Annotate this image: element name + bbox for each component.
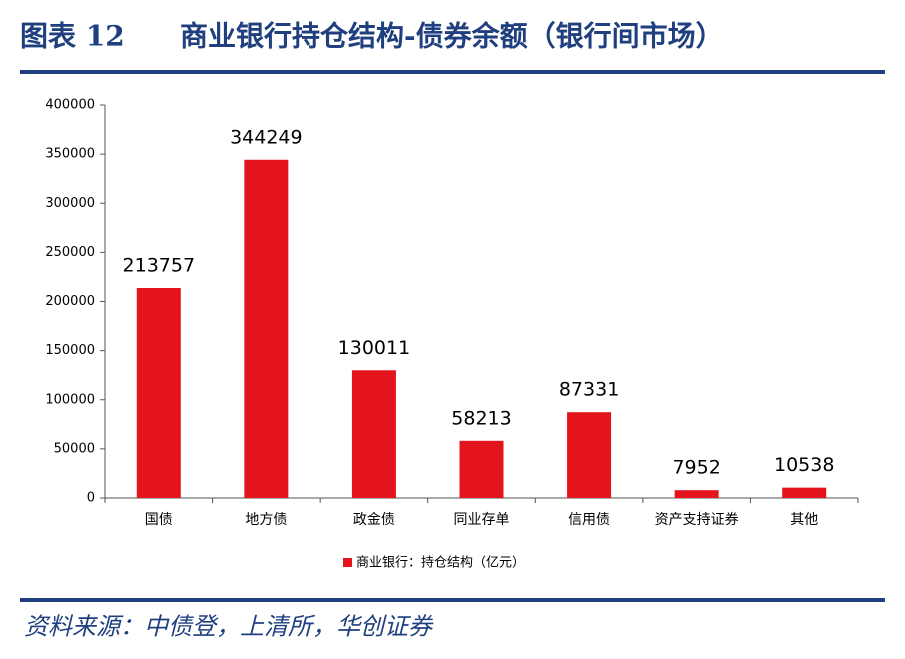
value-label: 344249 [230,126,303,148]
bar [567,412,612,498]
bar [244,159,289,498]
bar [136,287,181,498]
title-rule [20,70,885,74]
x-tick-label: 资产支持证券 [655,512,739,528]
chart-title: 商业银行持仓结构-债券余额（银行间市场） [180,20,724,53]
y-tick-label: 0 [87,491,95,506]
legend-label: 商业银行：持仓结构（亿元） [356,556,525,571]
value-label: 87331 [559,379,619,401]
bar [351,370,396,498]
y-tick-label: 400000 [45,98,95,113]
value-label: 7952 [672,457,720,479]
x-tick-label: 国债 [145,512,173,528]
x-tick-label: 信用债 [568,512,610,528]
bar [782,487,827,498]
bar [674,490,719,498]
source: 资料来源：中债登，上清所，华创证券 [24,613,434,641]
x-tick-label: 地方债 [245,512,287,528]
value-label: 213757 [123,254,196,276]
y-tick-label: 100000 [45,392,95,407]
x-tick-label: 政金债 [353,512,395,528]
bar [459,440,504,498]
y-tick-label: 50000 [54,441,95,456]
y-tick-label: 250000 [45,245,95,260]
value-label: 10538 [774,454,834,476]
value-label: 130011 [338,337,411,359]
y-tick-label: 350000 [45,147,95,162]
legend-swatch [343,558,352,567]
y-tick-label: 300000 [45,196,95,211]
x-tick-label: 其他 [790,512,818,528]
y-tick-label: 150000 [45,343,95,358]
value-label: 58213 [451,407,511,429]
y-tick-label: 200000 [45,294,95,309]
x-tick-label: 同业存单 [454,512,510,528]
figure-label: 图表 12 [20,20,125,53]
source-rule [20,598,885,602]
